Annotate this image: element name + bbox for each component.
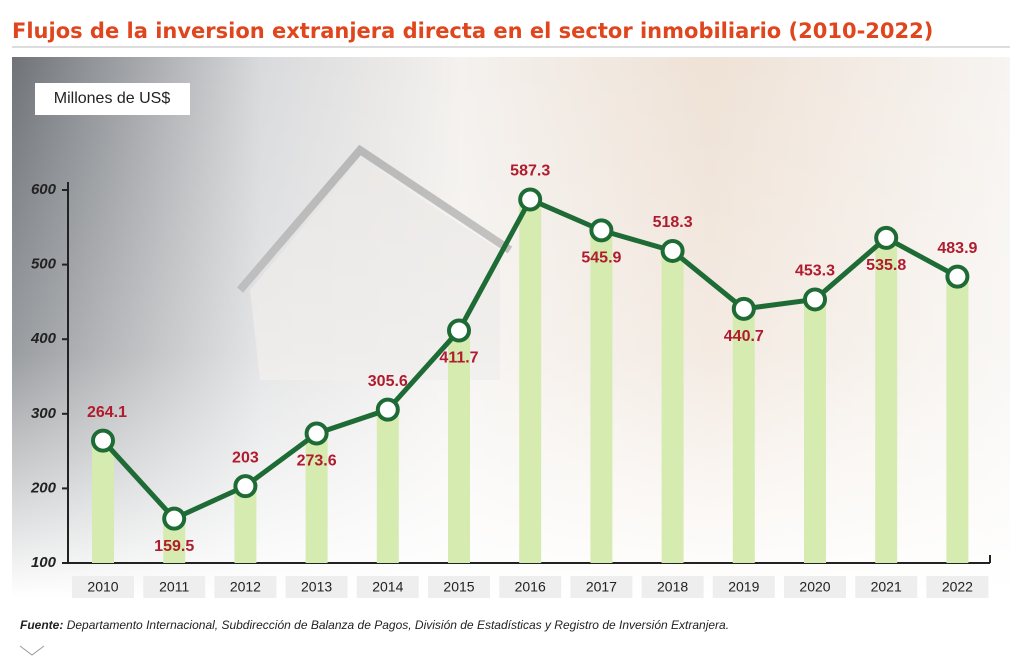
bar	[946, 276, 969, 563]
x-tick-label: 2020	[799, 579, 830, 595]
value-label: 203	[232, 449, 259, 466]
x-tick-label: 2015	[443, 579, 474, 595]
x-tick-box	[72, 576, 134, 598]
chart-title: Flujos de la inversion extranjera direct…	[12, 19, 933, 43]
x-tick-box	[641, 576, 704, 598]
x-tick-label: 2021	[871, 579, 902, 595]
x-tick-label: 2017	[586, 579, 617, 595]
y-tick-label: 300	[31, 405, 57, 422]
source: Fuente: Departamento Internacional, Subd…	[20, 618, 729, 632]
value-label: 440.7	[724, 328, 764, 345]
x-tick-box	[926, 576, 989, 598]
bar	[661, 250, 684, 564]
x-tick-label: 2022	[942, 579, 973, 595]
value-label: 264.1	[87, 404, 127, 421]
chevron	[19, 645, 45, 656]
x-tick-box	[285, 576, 348, 598]
point	[660, 238, 685, 263]
x-tick-box	[855, 576, 918, 598]
point	[731, 296, 756, 321]
bar	[448, 330, 470, 563]
point	[589, 218, 614, 243]
value-label: 453.3	[795, 263, 835, 280]
bar	[234, 486, 257, 563]
bar	[305, 433, 328, 563]
y-tick-label: 100	[31, 554, 57, 571]
x-tick-box	[712, 576, 775, 598]
value-label: 305.6	[368, 373, 408, 390]
point	[803, 287, 827, 312]
x-tick-label: 2012	[230, 579, 261, 595]
value-label: 535.8	[866, 257, 906, 274]
x-tick-label: 2016	[515, 579, 546, 595]
bar	[163, 518, 186, 563]
y-tick-label: 500	[31, 256, 57, 273]
source-label: Fuente:	[20, 618, 63, 632]
value-label: 273.6	[297, 453, 337, 470]
point	[304, 421, 329, 446]
value-label: 483.9	[937, 240, 977, 257]
x-tick-label: 2013	[301, 579, 332, 595]
value-label: 411.7	[439, 350, 478, 367]
x-tick-label: 2019	[728, 579, 759, 595]
value-label: 587.3	[510, 163, 550, 180]
x-tick-box	[143, 576, 206, 598]
y-tick-label: 600	[31, 181, 57, 198]
y-tick-label: 400	[30, 330, 57, 347]
x-tick-box	[499, 576, 562, 598]
value-label: 518.3	[653, 214, 693, 231]
point	[945, 264, 970, 289]
point	[518, 187, 543, 212]
point	[375, 397, 400, 422]
bar	[732, 308, 755, 563]
point	[874, 225, 899, 250]
x-tick-label: 2011	[159, 579, 189, 595]
bar	[519, 199, 542, 564]
source-text: Departamento Internacional, Subdirección…	[67, 618, 729, 632]
background-fade	[12, 57, 1010, 597]
x-tick-box	[214, 576, 277, 598]
x-tick-label: 2014	[372, 579, 403, 595]
unit-box	[35, 83, 190, 115]
x-tick-box	[356, 576, 419, 598]
x-tick-label: 2010	[87, 579, 118, 595]
y-tick-label: 200	[30, 479, 57, 496]
point	[162, 506, 187, 531]
bar	[590, 230, 613, 564]
bar	[875, 237, 898, 564]
x-tick-label: 2018	[657, 579, 688, 595]
y-axis-label: Millones de US$	[54, 90, 171, 107]
bar	[376, 409, 399, 563]
point	[91, 428, 115, 453]
x-tick-box	[784, 576, 846, 598]
point	[233, 474, 258, 499]
bar	[804, 299, 826, 563]
bar	[92, 440, 114, 563]
value-label: 159.5	[154, 538, 194, 555]
value-label: 545.9	[581, 250, 621, 267]
x-tick-box	[570, 576, 633, 598]
point	[447, 318, 471, 343]
x-tick-box	[428, 576, 490, 598]
